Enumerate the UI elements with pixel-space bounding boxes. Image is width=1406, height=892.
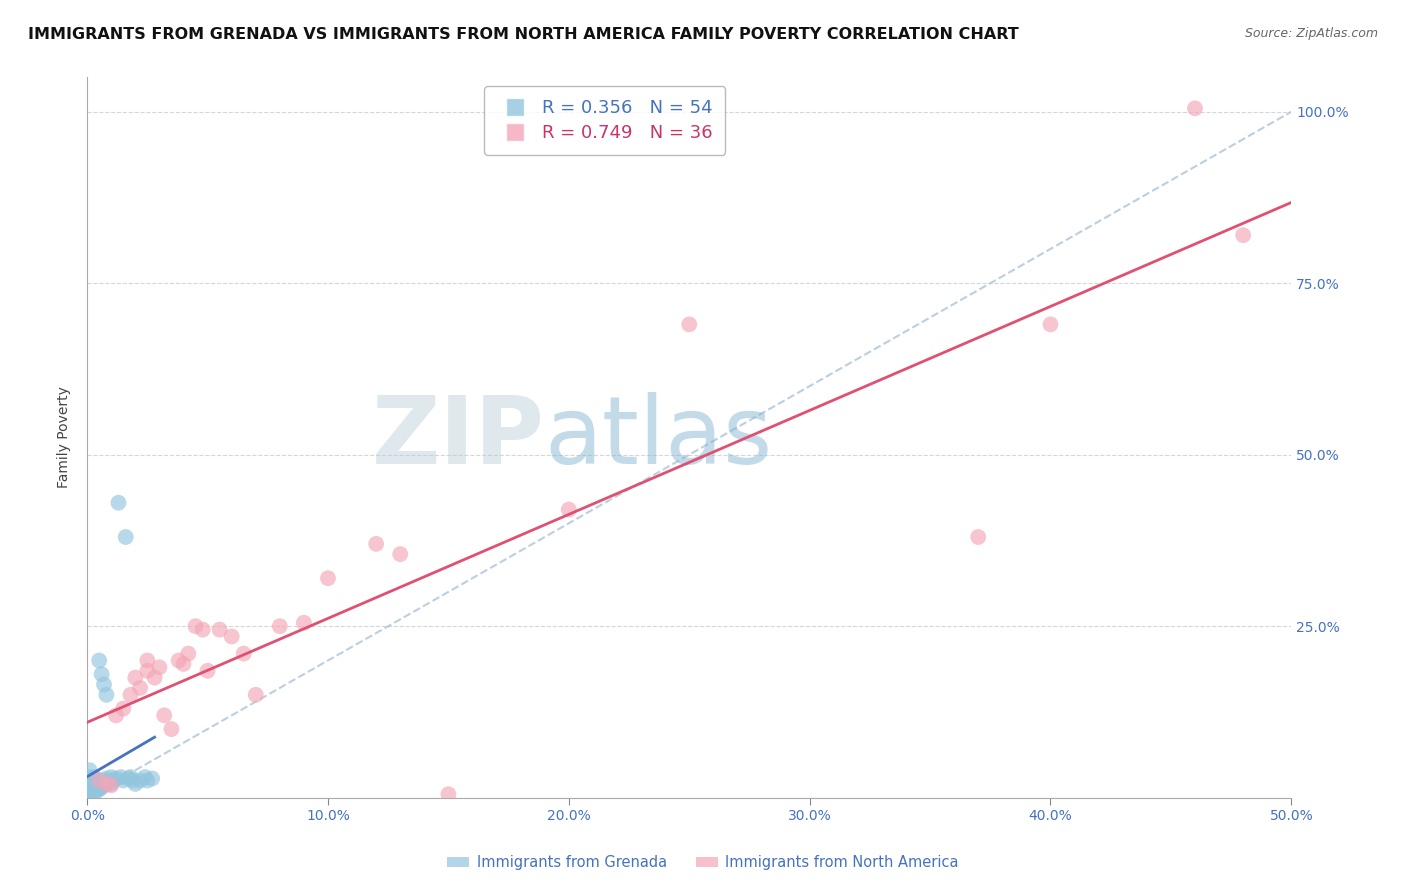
Point	[112, 701, 135, 715]
Point	[89, 782, 111, 797]
Point	[79, 763, 101, 777]
Point	[97, 775, 120, 789]
Point	[86, 778, 108, 792]
Point	[1184, 101, 1206, 115]
Point	[136, 773, 159, 788]
Point	[83, 785, 105, 799]
Point	[122, 773, 145, 788]
Point	[110, 770, 132, 784]
Point	[141, 772, 163, 786]
Point	[107, 496, 129, 510]
Point	[269, 619, 291, 633]
Point	[316, 571, 339, 585]
Point	[112, 773, 135, 788]
Point	[967, 530, 990, 544]
Text: atlas: atlas	[544, 392, 773, 483]
Point	[90, 667, 112, 681]
Text: Source: ZipAtlas.com: Source: ZipAtlas.com	[1244, 27, 1378, 40]
Point	[86, 784, 108, 798]
Point	[177, 647, 200, 661]
Point	[167, 653, 190, 667]
Point	[86, 773, 108, 788]
Point	[83, 770, 105, 784]
Point	[79, 784, 101, 798]
Point	[79, 780, 101, 795]
Point	[96, 772, 118, 786]
Point	[93, 778, 115, 792]
Point	[221, 630, 243, 644]
Point	[678, 318, 700, 332]
Point	[129, 773, 152, 788]
Point	[120, 770, 142, 784]
Point	[79, 785, 101, 799]
Point	[80, 780, 103, 795]
Point	[79, 787, 101, 801]
Point	[100, 778, 122, 792]
Text: ZIP: ZIP	[371, 392, 544, 483]
Point	[83, 773, 105, 788]
Point	[79, 777, 101, 791]
Point	[558, 502, 581, 516]
Point	[366, 537, 388, 551]
Point	[184, 619, 207, 633]
Point	[83, 780, 105, 795]
Legend: R = 0.356   N = 54, R = 0.749   N = 36: R = 0.356 N = 54, R = 0.749 N = 36	[485, 87, 725, 155]
Point	[1232, 228, 1254, 243]
Point	[79, 782, 101, 797]
Point	[96, 688, 118, 702]
Point	[148, 660, 170, 674]
Point	[124, 777, 146, 791]
Text: IMMIGRANTS FROM GRENADA VS IMMIGRANTS FROM NORTH AMERICA FAMILY POVERTY CORRELAT: IMMIGRANTS FROM GRENADA VS IMMIGRANTS FR…	[28, 27, 1019, 42]
Point	[245, 688, 267, 702]
Point	[103, 773, 125, 788]
Point	[153, 708, 176, 723]
Y-axis label: Family Poverty: Family Poverty	[58, 386, 72, 489]
Point	[93, 677, 115, 691]
Point	[83, 777, 105, 791]
Point	[83, 782, 105, 797]
Point	[120, 688, 142, 702]
Point	[89, 773, 111, 788]
Legend: Immigrants from Grenada, Immigrants from North America: Immigrants from Grenada, Immigrants from…	[441, 849, 965, 876]
Point	[114, 530, 136, 544]
Point	[105, 708, 128, 723]
Point	[1039, 318, 1062, 332]
Point	[136, 653, 159, 667]
Point	[89, 778, 111, 792]
Point	[136, 664, 159, 678]
Point	[80, 778, 103, 792]
Point	[96, 777, 118, 791]
Point	[232, 647, 254, 661]
Point	[100, 777, 122, 791]
Point	[129, 681, 152, 695]
Point	[117, 772, 139, 786]
Point	[79, 773, 101, 788]
Point	[191, 623, 214, 637]
Point	[79, 770, 101, 784]
Point	[89, 653, 111, 667]
Point	[292, 615, 315, 630]
Point	[80, 775, 103, 789]
Point	[173, 657, 195, 671]
Point	[100, 770, 122, 784]
Point	[105, 772, 128, 786]
Point	[89, 773, 111, 788]
Point	[86, 780, 108, 795]
Point	[197, 664, 219, 678]
Point	[160, 722, 183, 736]
Point	[90, 780, 112, 795]
Point	[80, 772, 103, 786]
Point	[389, 547, 412, 561]
Point	[90, 775, 112, 789]
Point	[208, 623, 231, 637]
Point	[134, 770, 156, 784]
Point	[93, 773, 115, 788]
Point	[143, 671, 166, 685]
Point	[437, 787, 460, 801]
Point	[96, 777, 118, 791]
Point	[80, 784, 103, 798]
Point	[124, 671, 146, 685]
